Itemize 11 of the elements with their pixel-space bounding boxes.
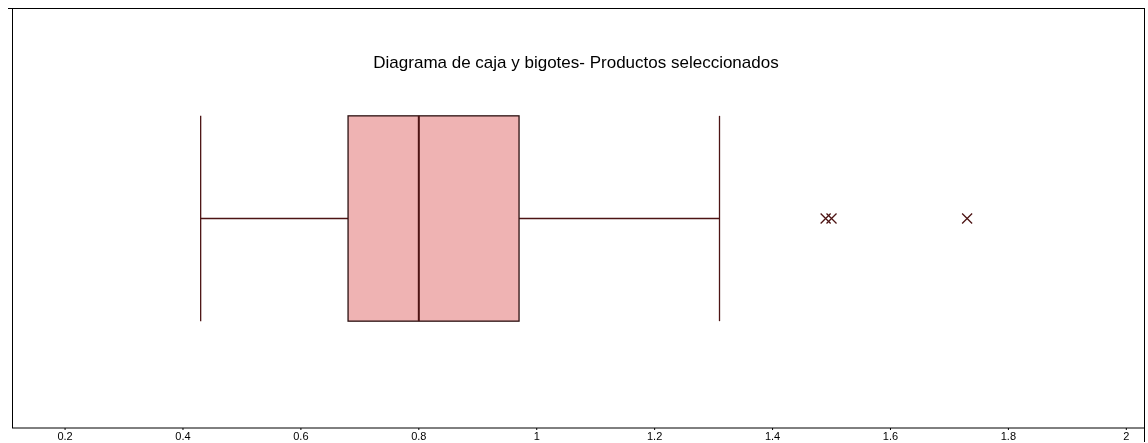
x-tick-label: 0.6	[293, 429, 309, 442]
x-tick-label: 1.4	[764, 429, 781, 442]
x-tick-label: 1.2	[647, 429, 663, 442]
x-tick-label: 1	[533, 429, 540, 442]
x-tick-label: 0.8	[411, 429, 427, 442]
text: Diagrama de caja y bigotes- Productos seleccionados	[372, 53, 780, 73]
x-tick-label: 2	[1123, 429, 1130, 442]
x-tick-label: 1.6	[882, 429, 899, 442]
x-tick-label: 1.8	[1000, 429, 1017, 442]
x-tick-label: 0.2	[57, 429, 73, 442]
x-tick-label: 0.4	[175, 429, 191, 442]
